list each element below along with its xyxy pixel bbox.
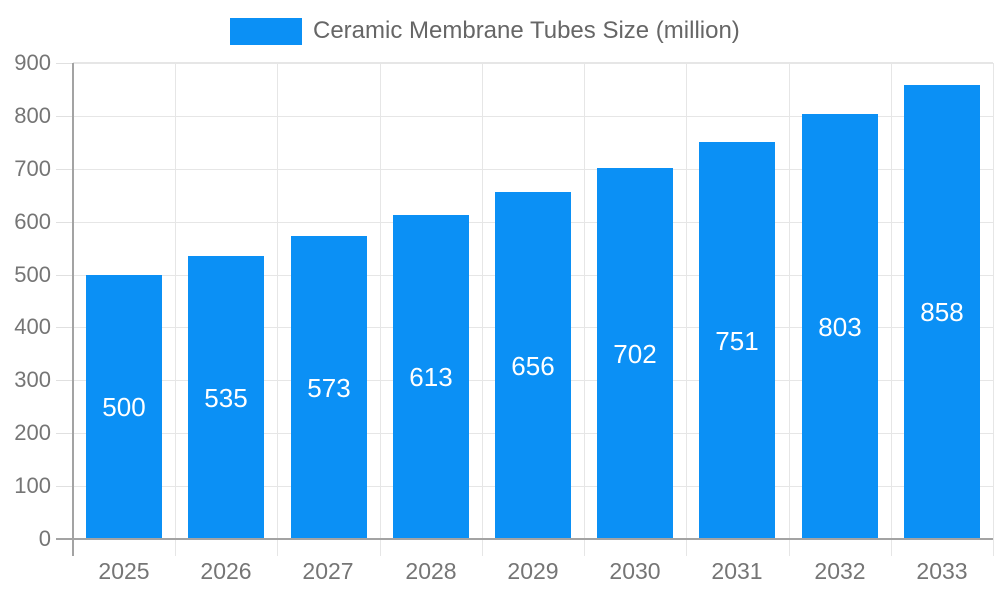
- plot-border-top: [73, 62, 993, 63]
- bar-2025[interactable]: [86, 275, 162, 539]
- x-gridline: [482, 63, 483, 556]
- y-tick-mark: [56, 486, 73, 487]
- plot-border-right: [993, 63, 994, 556]
- y-tick-mark: [56, 327, 73, 328]
- x-axis-tick-label: 2027: [302, 558, 354, 584]
- y-axis-tick-label: 200: [14, 420, 51, 445]
- bar-2028[interactable]: [393, 215, 469, 539]
- x-axis-tick-label: 2032: [814, 558, 866, 584]
- y-axis-tick-label: 400: [14, 314, 51, 339]
- bar-2030[interactable]: [597, 168, 673, 539]
- x-axis-line: [56, 538, 993, 540]
- x-gridline: [175, 63, 176, 556]
- y-tick-mark: [56, 275, 73, 276]
- y-axis-tick-label: 800: [14, 103, 51, 128]
- bar-2027[interactable]: [291, 236, 367, 539]
- x-axis-tick-label: 2028: [405, 558, 457, 584]
- x-axis-tick-label: 2025: [98, 558, 150, 584]
- x-axis-tick-label: 2029: [507, 558, 559, 584]
- bar-2032[interactable]: [802, 114, 878, 539]
- bar-2026[interactable]: [188, 256, 264, 539]
- x-gridline: [686, 63, 687, 556]
- bar-2029[interactable]: [495, 192, 571, 539]
- y-axis-tick-label: 100: [14, 473, 51, 498]
- x-gridline: [277, 63, 278, 556]
- y-gridline: [73, 169, 993, 170]
- y-gridline: [73, 116, 993, 117]
- y-tick-mark: [56, 63, 73, 64]
- x-gridline: [891, 63, 892, 556]
- x-axis-tick-label: 2030: [609, 558, 661, 584]
- x-axis-tick-label: 2033: [916, 558, 968, 584]
- y-tick-mark: [56, 169, 73, 170]
- y-tick-mark: [56, 222, 73, 223]
- y-tick-mark: [56, 433, 73, 434]
- y-axis-tick-label: 600: [14, 209, 51, 234]
- y-axis-line: [72, 63, 74, 556]
- legend: Ceramic Membrane Tubes Size (million): [230, 17, 740, 45]
- x-axis-tick-label: 2031: [711, 558, 763, 584]
- x-gridline: [380, 63, 381, 556]
- y-tick-mark: [56, 380, 73, 381]
- y-tick-mark: [56, 116, 73, 117]
- bar-2033[interactable]: [904, 85, 980, 539]
- y-axis-tick-label: 300: [14, 367, 51, 392]
- legend-swatch: [230, 17, 302, 45]
- y-axis-tick-label: 0: [38, 526, 51, 551]
- x-axis-tick-label: 2026: [200, 558, 252, 584]
- x-gridline: [584, 63, 585, 556]
- y-axis-tick-label: 500: [14, 262, 51, 287]
- y-axis-tick-label: 700: [14, 156, 51, 181]
- x-gridline: [789, 63, 790, 556]
- y-gridline: [73, 63, 993, 64]
- y-axis-tick-label: 900: [14, 50, 51, 75]
- bar-2031[interactable]: [699, 142, 775, 539]
- legend-label: Ceramic Membrane Tubes Size (million): [313, 17, 740, 44]
